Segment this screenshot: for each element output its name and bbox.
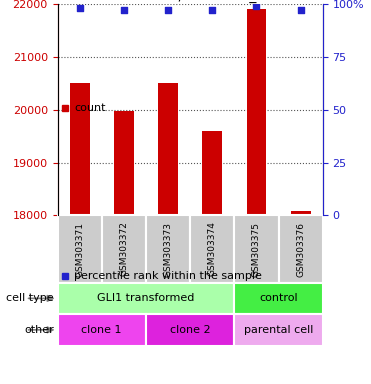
- Title: GDS3550 / 1389974_at: GDS3550 / 1389974_at: [109, 0, 271, 3]
- Text: GSM303374: GSM303374: [208, 222, 217, 276]
- Text: GSM303375: GSM303375: [252, 222, 261, 276]
- Text: clone 1: clone 1: [82, 325, 122, 335]
- Text: other: other: [24, 325, 54, 335]
- Text: cell type: cell type: [6, 293, 54, 303]
- Bar: [102, 215, 146, 283]
- Point: [298, 7, 303, 13]
- Text: GSM303376: GSM303376: [296, 222, 305, 276]
- Text: GSM303373: GSM303373: [164, 222, 173, 276]
- Text: clone 2: clone 2: [170, 325, 210, 335]
- Bar: [58, 314, 146, 346]
- Point: [121, 7, 127, 13]
- Point: [77, 5, 83, 11]
- Point: [165, 7, 171, 13]
- Point: [209, 7, 215, 13]
- Bar: [158, 83, 178, 215]
- Bar: [146, 215, 190, 283]
- Bar: [70, 83, 89, 215]
- Text: GLI1 transformed: GLI1 transformed: [97, 293, 195, 303]
- Text: percentile rank within the sample: percentile rank within the sample: [74, 271, 262, 281]
- Bar: [202, 131, 222, 215]
- Bar: [234, 314, 323, 346]
- Text: GSM303371: GSM303371: [75, 222, 84, 276]
- Point: [253, 3, 259, 9]
- Bar: [246, 9, 266, 215]
- Text: parental cell: parental cell: [244, 325, 313, 335]
- Bar: [58, 215, 102, 283]
- Bar: [58, 283, 234, 314]
- Bar: [190, 215, 234, 283]
- Bar: [234, 215, 279, 283]
- Bar: [291, 211, 311, 215]
- Bar: [114, 111, 134, 215]
- Text: GSM303372: GSM303372: [119, 222, 128, 276]
- Text: control: control: [259, 293, 298, 303]
- Bar: [146, 314, 234, 346]
- Bar: [279, 215, 323, 283]
- Text: count: count: [74, 103, 106, 113]
- Bar: [234, 283, 323, 314]
